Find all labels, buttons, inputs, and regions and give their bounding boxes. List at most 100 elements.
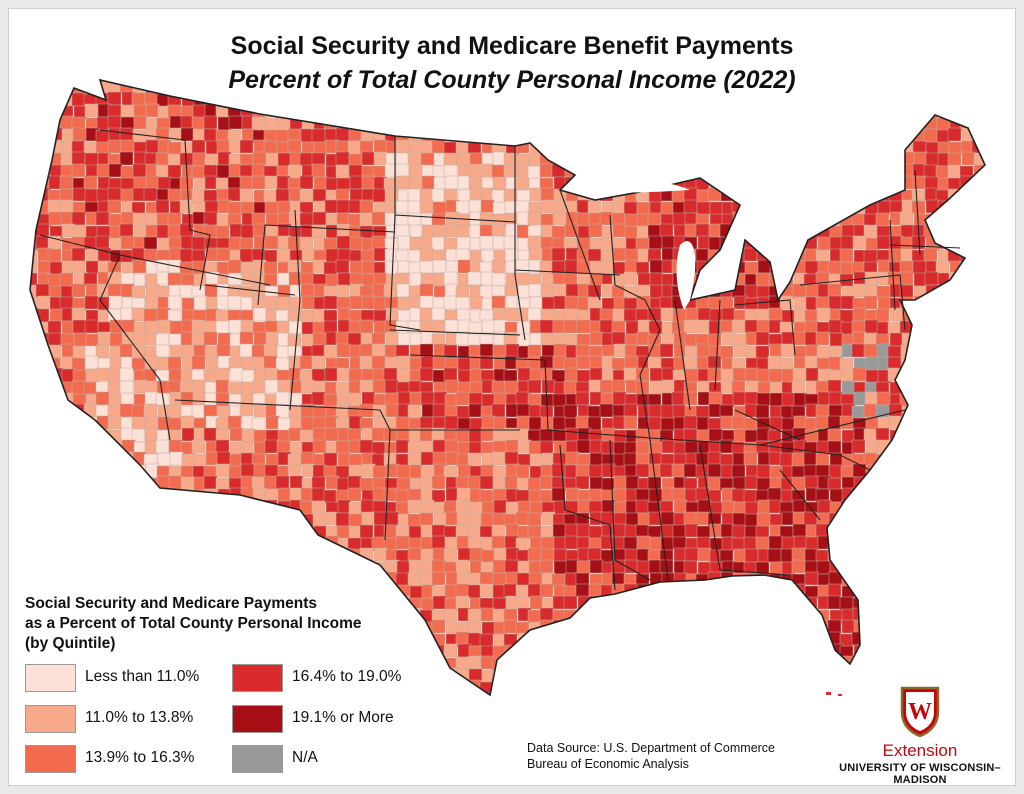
county-cell	[959, 405, 974, 420]
county-cell	[35, 441, 50, 456]
county-cell	[877, 619, 892, 634]
county-cell	[792, 331, 807, 346]
county-cell	[600, 631, 615, 646]
county-cell	[204, 535, 219, 550]
county-cell	[623, 116, 638, 131]
county-cell	[287, 571, 302, 586]
county-cell	[120, 104, 135, 119]
county-cell	[815, 199, 830, 214]
county-cell	[37, 392, 52, 407]
county-cell	[817, 236, 832, 251]
county-cell	[937, 391, 952, 406]
county-cell	[539, 489, 554, 504]
county-cell	[708, 596, 723, 611]
county-cell	[924, 499, 939, 514]
county-cell	[983, 597, 985, 612]
county-cell	[755, 92, 770, 107]
county-cell	[263, 691, 278, 695]
county-cell	[637, 631, 652, 646]
county-cell	[756, 691, 771, 695]
county-cell	[863, 129, 878, 144]
county-cell	[767, 104, 782, 119]
county-cell	[85, 560, 100, 575]
county-cell	[527, 656, 542, 671]
county-cell	[433, 668, 448, 683]
county-cell	[203, 115, 218, 130]
county-cell	[817, 499, 832, 514]
county-cell	[971, 511, 985, 526]
county-cell	[300, 535, 315, 550]
county-cell	[912, 260, 927, 275]
county-cell	[35, 235, 50, 250]
county-cell	[83, 525, 98, 540]
county-cell	[947, 440, 962, 455]
county-cell	[468, 501, 483, 516]
county-cell	[287, 259, 302, 274]
county-cell	[707, 367, 722, 382]
county-cell	[684, 547, 699, 562]
county-cell	[972, 667, 985, 682]
county-cell	[84, 512, 99, 527]
county-cell	[948, 104, 963, 119]
county-cell	[599, 153, 614, 168]
county-cell	[853, 151, 868, 166]
county-cell	[925, 572, 940, 587]
county-cell	[720, 115, 735, 130]
county-cell	[73, 511, 88, 526]
county-cell	[829, 188, 844, 203]
county-cell	[635, 153, 650, 168]
coastal-islands	[826, 692, 842, 696]
county-cell	[241, 356, 256, 371]
county-cell	[479, 343, 494, 358]
county-cell	[467, 452, 482, 467]
county-cell	[96, 428, 111, 443]
county-cell	[683, 199, 698, 214]
county-cell	[203, 368, 218, 383]
county-cell	[431, 319, 446, 334]
county-cell	[553, 643, 568, 658]
county-cell	[805, 140, 820, 155]
county-cell	[505, 129, 520, 144]
county-cell	[913, 332, 928, 347]
county-cell	[599, 260, 614, 275]
county-cell	[181, 489, 196, 504]
county-cell	[719, 319, 734, 334]
county-cell	[540, 680, 555, 695]
county-cell	[407, 212, 422, 227]
county-cell	[203, 667, 218, 682]
county-cell	[241, 428, 256, 443]
county-cell	[95, 536, 110, 551]
county-cell	[889, 655, 904, 670]
county-cell	[287, 236, 302, 251]
county-cell	[947, 343, 962, 358]
county-cell	[601, 619, 616, 634]
county-cell	[167, 356, 182, 371]
county-cell	[109, 487, 124, 502]
county-cell	[660, 524, 675, 539]
county-cell	[121, 535, 136, 550]
county-cell	[971, 331, 985, 346]
county-cell	[408, 104, 423, 119]
county-cell	[564, 259, 579, 274]
county-cell	[30, 139, 40, 154]
county-cell	[264, 235, 279, 250]
county-cell	[575, 475, 590, 490]
county-cell	[792, 139, 807, 154]
county-cell	[852, 188, 867, 203]
county-cell	[959, 559, 974, 574]
county-cell	[180, 476, 195, 491]
county-cell	[107, 561, 122, 576]
county-cell	[397, 93, 412, 108]
county-cell	[563, 319, 578, 334]
county-cell	[240, 319, 255, 334]
extension-wordmark: Extension	[882, 741, 958, 760]
county-cell	[36, 501, 51, 516]
county-cell	[661, 633, 676, 648]
county-cell	[336, 343, 351, 358]
county-cell	[612, 391, 627, 406]
county-cell	[851, 343, 866, 358]
county-cell	[265, 511, 280, 526]
county-cell	[444, 536, 459, 551]
county-cell	[133, 499, 148, 514]
county-cell	[216, 525, 231, 540]
